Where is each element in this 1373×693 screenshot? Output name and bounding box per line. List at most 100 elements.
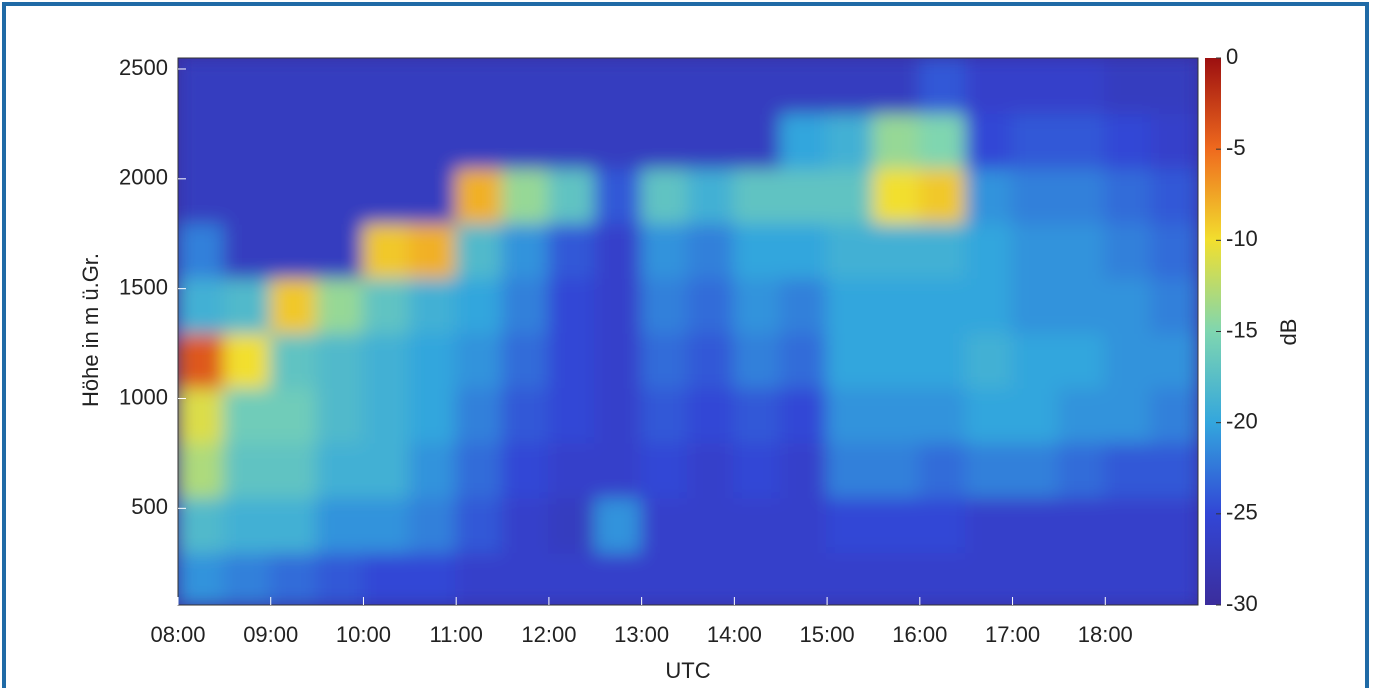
heat-cell xyxy=(223,441,272,499)
heat-cell xyxy=(223,166,272,224)
heat-cell xyxy=(269,221,319,279)
heat-cell xyxy=(1057,331,1107,389)
heat-cell xyxy=(178,58,226,114)
heat-cell xyxy=(965,386,1014,444)
heat-cell xyxy=(1150,58,1198,114)
heat-cell xyxy=(223,276,272,334)
heat-cell xyxy=(918,58,968,114)
heat-cell xyxy=(640,276,689,334)
heat-cell xyxy=(594,58,643,114)
heat-cell xyxy=(455,58,504,114)
heat-cell xyxy=(1057,111,1107,169)
heat-cell xyxy=(223,221,272,279)
heat-cell xyxy=(455,111,504,169)
heat-cell xyxy=(779,441,829,499)
heat-cell xyxy=(501,441,550,499)
heat-cell xyxy=(178,221,226,279)
heat-cell xyxy=(594,496,643,554)
heat-cell xyxy=(640,331,689,389)
heat-cell xyxy=(872,276,921,334)
colorbar-tick-label: -25 xyxy=(1226,500,1258,525)
heat-cell xyxy=(455,386,504,444)
heat-cell xyxy=(501,166,550,224)
heat-cell xyxy=(965,58,1014,114)
heat-cell xyxy=(733,166,782,224)
heat-cell xyxy=(826,221,875,279)
heat-cell xyxy=(1011,221,1060,279)
heat-cell xyxy=(1011,276,1060,334)
heat-cell xyxy=(547,331,597,389)
x-tick-label: 14:00 xyxy=(707,622,762,647)
heat-cell xyxy=(501,551,550,605)
heat-cell xyxy=(1104,496,1153,554)
heat-cell xyxy=(1150,441,1198,499)
heat-cell xyxy=(733,386,782,444)
heat-cell xyxy=(733,331,782,389)
heatmap xyxy=(178,58,1198,605)
heat-cell xyxy=(547,276,597,334)
heat-cell xyxy=(687,331,736,389)
heat-cell xyxy=(269,386,319,444)
x-tick-label: 08:00 xyxy=(150,622,205,647)
heat-cell xyxy=(1104,221,1153,279)
heat-cell xyxy=(826,276,875,334)
heat-cell xyxy=(316,496,365,554)
heat-cell xyxy=(872,386,921,444)
heat-cell xyxy=(408,166,458,224)
colorbar-tick-label: -5 xyxy=(1226,135,1246,160)
heat-cell xyxy=(178,441,226,499)
heat-cell xyxy=(918,276,968,334)
heat-cell xyxy=(1104,111,1153,169)
heat-cell xyxy=(1150,386,1198,444)
heat-cell xyxy=(455,276,504,334)
heat-cell xyxy=(501,496,550,554)
heat-cell xyxy=(1057,276,1107,334)
heat-cell xyxy=(1011,111,1060,169)
heat-cell xyxy=(501,111,550,169)
heat-cell xyxy=(779,166,829,224)
heat-cell xyxy=(965,111,1014,169)
heat-cell xyxy=(687,551,736,605)
heat-cell xyxy=(1011,386,1060,444)
heat-cell xyxy=(547,551,597,605)
heat-cell xyxy=(408,58,458,114)
heat-cell xyxy=(779,58,829,114)
heat-cell xyxy=(362,441,411,499)
heat-cell xyxy=(779,276,829,334)
heat-cell xyxy=(872,331,921,389)
heat-cell xyxy=(501,276,550,334)
heat-cell xyxy=(547,221,597,279)
heat-cell xyxy=(316,441,365,499)
heat-cell xyxy=(826,386,875,444)
colorbar-label: dB xyxy=(1276,319,1301,346)
heat-cell xyxy=(547,111,597,169)
heat-cell xyxy=(1011,166,1060,224)
heat-cell xyxy=(594,331,643,389)
heat-cell xyxy=(826,111,875,169)
colorbar-tick-label: -30 xyxy=(1226,591,1258,616)
heat-cell xyxy=(826,331,875,389)
heat-cell xyxy=(872,441,921,499)
heat-cell xyxy=(223,111,272,169)
heat-cell xyxy=(872,58,921,114)
heat-cell xyxy=(501,58,550,114)
x-tick-label: 13:00 xyxy=(614,622,669,647)
heat-cell xyxy=(362,111,411,169)
heat-cell xyxy=(779,221,829,279)
heat-cell xyxy=(316,166,365,224)
colorbar-tick-label: -20 xyxy=(1226,408,1258,433)
heat-cell xyxy=(362,496,411,554)
heat-cell xyxy=(547,166,597,224)
heat-cell xyxy=(594,221,643,279)
heat-cell xyxy=(455,551,504,605)
heat-cell xyxy=(362,276,411,334)
heat-cell xyxy=(316,111,365,169)
x-tick-label: 10:00 xyxy=(336,622,391,647)
x-tick-label: 09:00 xyxy=(243,622,298,647)
heat-cell xyxy=(918,111,968,169)
heat-cell xyxy=(1150,166,1198,224)
heat-cell xyxy=(594,166,643,224)
heat-cell xyxy=(269,58,319,114)
heat-cell xyxy=(316,221,365,279)
y-tick-label: 2000 xyxy=(119,165,168,190)
